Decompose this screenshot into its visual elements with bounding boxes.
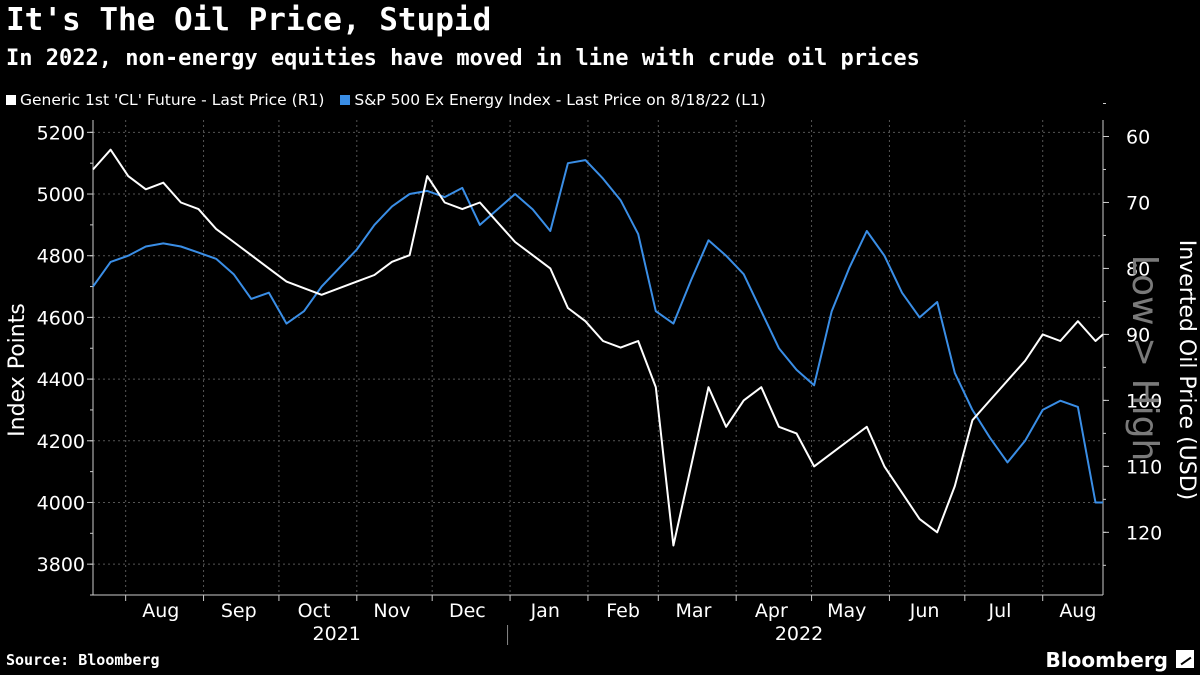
y-tick-label-left: 4600 — [37, 307, 85, 329]
x-tick-label: Aug — [142, 600, 179, 622]
x-tick-label: Apr — [755, 600, 788, 622]
legend-label-sp500: S&P 500 Ex Energy Index - Last Price on … — [354, 91, 766, 109]
y-axis-title-right: Inverted Oil Price (USD) — [1174, 240, 1199, 501]
legend-swatch-sp500 — [340, 95, 351, 105]
legend-item-sp500: S&P 500 Ex Energy Index - Last Price on … — [340, 91, 766, 109]
y-tick-label-left: 4200 — [37, 431, 85, 453]
x-tick-label: Aug — [1059, 600, 1096, 622]
x-tick-label: Dec — [449, 600, 486, 622]
x-tick-label: Jun — [909, 600, 940, 622]
x-year-label: 2022 — [775, 623, 823, 645]
y-tick-label-left: 4400 — [37, 369, 85, 391]
source-note: Source: Bloomberg — [6, 651, 160, 669]
chart-subtitle: In 2022, non-energy equities have moved … — [6, 46, 920, 71]
x-year-label: 2021 — [313, 623, 361, 645]
y-tick-label-right: 110 — [1126, 456, 1162, 478]
x-tick-label: Sep — [221, 600, 257, 622]
y-tick-label-right: 90 — [1126, 324, 1150, 346]
x-tick-label: Jan — [530, 600, 560, 622]
x-tick-label: Feb — [606, 600, 640, 622]
legend-swatch-oil — [6, 95, 16, 105]
legend: Generic 1st 'CL' Future - Last Price (R1… — [6, 91, 766, 109]
y-tick-label-right: 70 — [1126, 192, 1150, 214]
y-tick-label-left: 5000 — [37, 184, 85, 206]
y-axis-title-left: Index Points — [5, 303, 30, 437]
legend-item-oil: Generic 1st 'CL' Future - Last Price (R1… — [6, 91, 324, 109]
x-tick-label: May — [827, 600, 866, 622]
series-line-sp500-ex-energy — [92, 159, 1103, 504]
bloomberg-terminal-icon — [1176, 650, 1194, 668]
x-tick-label: Nov — [373, 600, 410, 622]
brand-logo: Bloomberg — [1045, 648, 1168, 672]
y-tick-label-right: 120 — [1126, 522, 1162, 544]
x-tick-label: Mar — [676, 600, 712, 622]
x-tick-label: Oct — [298, 600, 331, 622]
axis-watermark: Low > High — [1124, 255, 1165, 462]
chart-title: It's The Oil Price, Stupid — [6, 2, 492, 38]
y-tick-label-right: 100 — [1126, 390, 1162, 412]
y-tick-label-left: 5200 — [37, 122, 85, 144]
series-line-crude-oil — [92, 148, 1104, 547]
y-tick-label-left: 3800 — [37, 554, 85, 576]
y-tick-label-left: 4000 — [37, 492, 85, 514]
y-tick-label-left: 4800 — [37, 246, 85, 268]
legend-label-oil: Generic 1st 'CL' Future - Last Price (R1… — [20, 91, 325, 109]
x-tick-label: Jul — [988, 600, 1012, 622]
y-tick-label-right: 60 — [1126, 126, 1150, 148]
y-tick-label-right: 80 — [1126, 258, 1150, 280]
